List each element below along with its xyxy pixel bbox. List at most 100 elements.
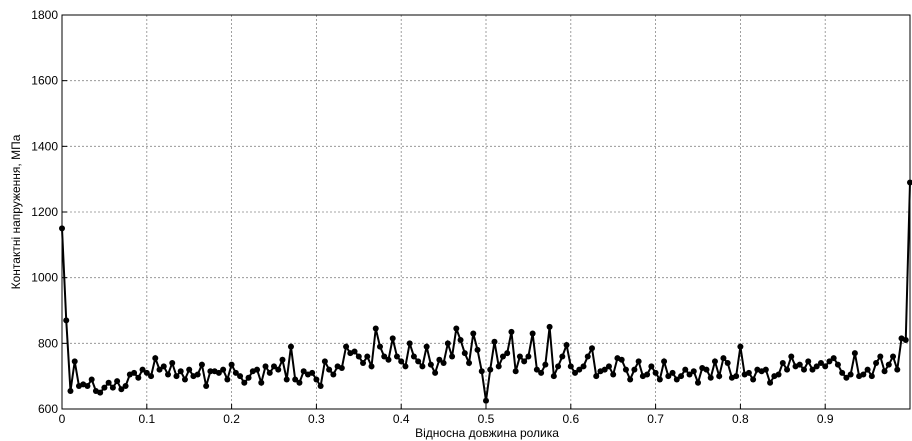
data-point [109,384,116,391]
data-point [826,358,833,365]
data-point [283,376,290,383]
data-point [402,363,409,370]
data-point [555,363,562,370]
x-tick-label: 0.2 [223,412,240,426]
data-point [309,369,316,376]
data-point [542,361,549,368]
data-point [118,386,125,393]
data-point [338,364,345,371]
x-tick-label: 0.7 [647,412,664,426]
data-point [313,376,320,383]
data-point [254,366,261,373]
data-point [423,343,430,350]
data-point [440,360,447,367]
data-point [181,376,188,383]
data-point [220,366,227,373]
data-point [516,353,523,360]
data-point [546,323,553,330]
x-tick-label: 0.9 [817,412,834,426]
data-point [71,358,78,365]
x-tick-label: 0.5 [478,412,495,426]
data-point [275,366,282,373]
data-point [139,366,146,373]
y-tick-label: 1400 [31,139,58,153]
data-point [215,369,222,376]
data-point [750,376,757,383]
data-point [228,361,235,368]
data-point [436,356,443,363]
data-point [881,368,888,375]
data-point [292,376,299,383]
data-point [499,353,506,360]
data-point [377,343,383,350]
data-point [576,366,583,373]
data-point [605,363,612,370]
data-point [737,343,744,350]
y-tick-label: 1800 [31,8,58,22]
data-point [860,371,867,378]
data-point [241,379,248,386]
data-point [266,369,273,376]
data-point [796,361,803,368]
data-point [406,340,413,347]
data-point [907,179,912,186]
data-point [169,360,176,367]
data-point [457,337,464,344]
data-point [372,325,379,332]
data-point [873,360,880,367]
data-point [88,376,95,383]
data-point [801,366,807,373]
data-point [84,383,91,390]
data-point [593,373,600,380]
data-point [343,343,350,350]
data-point [444,340,451,347]
data-point [788,353,795,360]
data-point [822,363,829,370]
data-point [843,374,850,381]
data-point [432,369,439,376]
data-point [707,374,714,381]
data-point [67,387,74,394]
data-point [521,358,528,365]
data-point [550,373,557,380]
data-point [627,376,634,383]
data-point [321,358,328,365]
data-point [317,383,324,390]
data-point [817,360,824,367]
y-tick-label: 1000 [31,271,58,285]
data-point [101,384,108,391]
data-point [156,366,163,373]
x-tick-label: 0.6 [562,412,579,426]
data-point [902,337,909,344]
data-point [287,343,294,350]
data-point [813,363,820,370]
data-point [487,366,494,373]
data-point [453,325,460,332]
data-point [364,353,371,360]
data-point [351,348,358,355]
data-point [495,363,502,370]
x-tick-label: 0.3 [308,412,325,426]
y-tick-label: 800 [38,336,58,350]
data-point [695,379,701,386]
data-point [232,369,239,376]
data-point [355,353,362,360]
data-point [271,363,277,370]
data-point [483,397,489,404]
data-point [533,366,540,373]
x-tick-label: 0 [59,412,66,426]
data-point [720,355,727,362]
data-point [644,371,651,378]
data-point [360,360,367,367]
data-point [173,373,180,380]
data-point [279,356,286,363]
data-point [131,369,138,376]
data-point [839,369,846,376]
data-point [203,383,210,390]
data-point [512,368,519,375]
data-point [559,353,566,360]
data-point [652,369,659,376]
data-point [538,369,545,376]
data-point [525,353,532,360]
data-point [563,341,570,348]
